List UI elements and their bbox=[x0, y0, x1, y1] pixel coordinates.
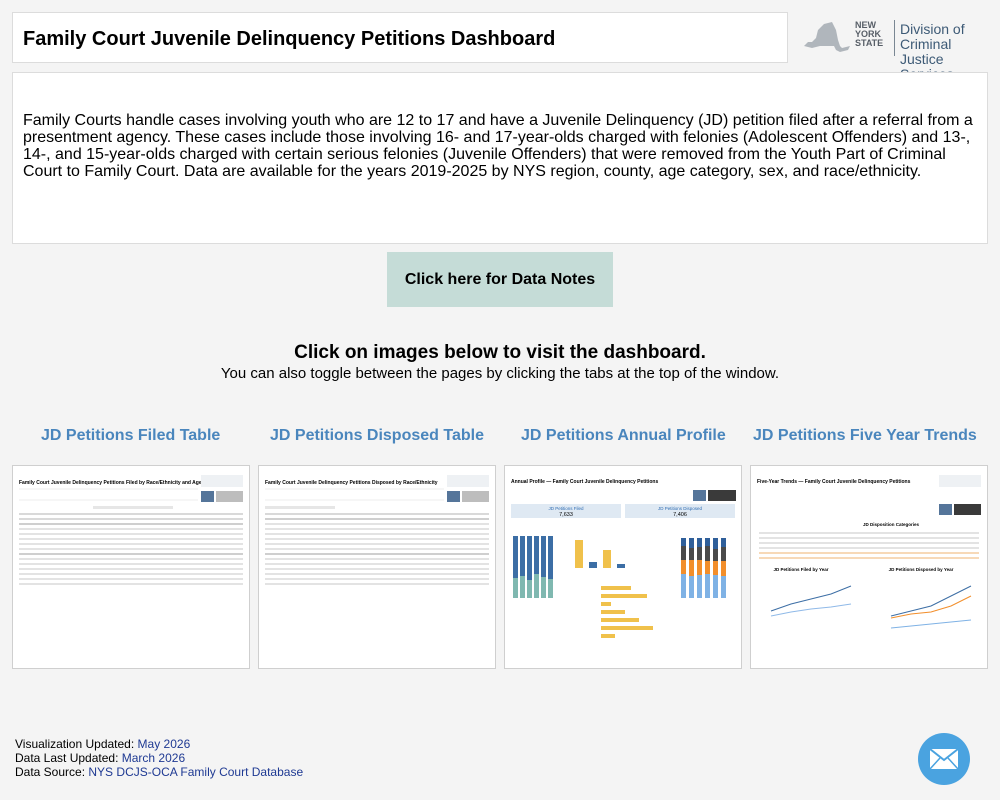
page-title: Family Court Juvenile Delinquency Petiti… bbox=[23, 28, 556, 50]
thumb-download-button bbox=[954, 504, 981, 515]
annual-profile-link[interactable]: JD Petitions Annual Profile bbox=[521, 427, 726, 444]
disposed-table-link[interactable]: JD Petitions Disposed Table bbox=[270, 427, 484, 444]
thumb-logo bbox=[447, 475, 489, 487]
footer: Visualization Updated: May 2026 Data Las… bbox=[15, 737, 303, 779]
filed-table-link[interactable]: JD Petitions Filed Table bbox=[41, 427, 221, 444]
thumb-title: Five-Year Trends — Family Court Juvenile… bbox=[757, 479, 911, 485]
data-notes-button[interactable]: Click here for Data Notes bbox=[387, 252, 613, 307]
thumb-filed-lines bbox=[770, 585, 852, 617]
thumb-table-rows bbox=[265, 513, 489, 585]
thumb-stacked-bars-left bbox=[513, 536, 553, 598]
thumb-table-rows bbox=[19, 513, 243, 585]
logo-state-name: NEW YORK STATE bbox=[855, 20, 884, 48]
title-panel: Family Court Juvenile Delinquency Petiti… bbox=[12, 12, 788, 63]
filed-table-thumbnail[interactable]: Family Court Juvenile Delinquency Petiti… bbox=[12, 465, 250, 669]
disposed-table-thumbnail[interactable]: Family Court Juvenile Delinquency Petiti… bbox=[258, 465, 496, 669]
dcjs-logo: NEW YORK STATE Division of Criminal Just… bbox=[795, 14, 990, 82]
thumb-chart2-title: JD Petitions Disposed by Year bbox=[889, 567, 954, 572]
thumb-download-button bbox=[462, 491, 489, 502]
thumb-disposed-value: 7,406 bbox=[673, 512, 687, 518]
logo-divider bbox=[894, 20, 895, 56]
five-year-trends-thumbnail[interactable]: Five-Year Trends — Family Court Juvenile… bbox=[750, 465, 988, 669]
thumb-filed-value: 7,633 bbox=[559, 512, 573, 518]
thumb-download-button bbox=[708, 490, 736, 501]
envelope-icon bbox=[929, 748, 959, 770]
visualization-updated: Visualization Updated: May 2026 bbox=[15, 737, 191, 751]
five-year-trends-link[interactable]: JD Petitions Five Year Trends bbox=[753, 427, 977, 444]
instructions-subtitle: You can also toggle between the pages by… bbox=[220, 365, 780, 382]
thumb-disposition-table bbox=[759, 532, 979, 559]
thumb-filed-label: JD Petitions Filed bbox=[548, 506, 584, 511]
thumb-logo bbox=[939, 475, 981, 487]
thumb-reset-button bbox=[447, 491, 460, 502]
new-york-state-map-icon bbox=[804, 22, 850, 52]
thumb-reset-button bbox=[939, 504, 952, 515]
data-source: Data Source: NYS DCJS-OCA Family Court D… bbox=[15, 765, 304, 779]
instructions-title: Click on images below to visit the dashb… bbox=[294, 342, 706, 363]
thumb-download-button bbox=[216, 491, 243, 502]
annual-profile-thumbnail[interactable]: Annual Profile — Family Court Juvenile D… bbox=[504, 465, 742, 669]
thumb-title: Family Court Juvenile Delinquency Petiti… bbox=[19, 480, 202, 486]
email-button[interactable] bbox=[918, 733, 970, 785]
thumb-disposed-label: JD Petitions Disposed bbox=[658, 506, 703, 511]
description-panel: Family Courts handle cases involving you… bbox=[12, 72, 988, 244]
thumb-title: Family Court Juvenile Delinquency Petiti… bbox=[265, 480, 438, 486]
thumb-sex-bars bbox=[575, 540, 625, 568]
thumb-title: Annual Profile — Family Court Juvenile D… bbox=[511, 479, 658, 485]
thumb-reset-button bbox=[201, 491, 214, 502]
data-last-updated: Data Last Updated: March 2026 bbox=[15, 751, 186, 765]
thumb-disposed-bars bbox=[601, 586, 653, 638]
thumb-table-title: JD Disposition Categories bbox=[863, 522, 920, 527]
thumb-disposed-lines bbox=[890, 585, 972, 629]
description-text: Family Courts handle cases involving you… bbox=[23, 112, 973, 180]
thumb-logo bbox=[201, 475, 243, 487]
thumb-stacked-bars-right bbox=[681, 538, 726, 598]
thumb-reset-button bbox=[693, 490, 706, 501]
thumb-chart1-title: JD Petitions Filed by Year bbox=[774, 567, 829, 572]
